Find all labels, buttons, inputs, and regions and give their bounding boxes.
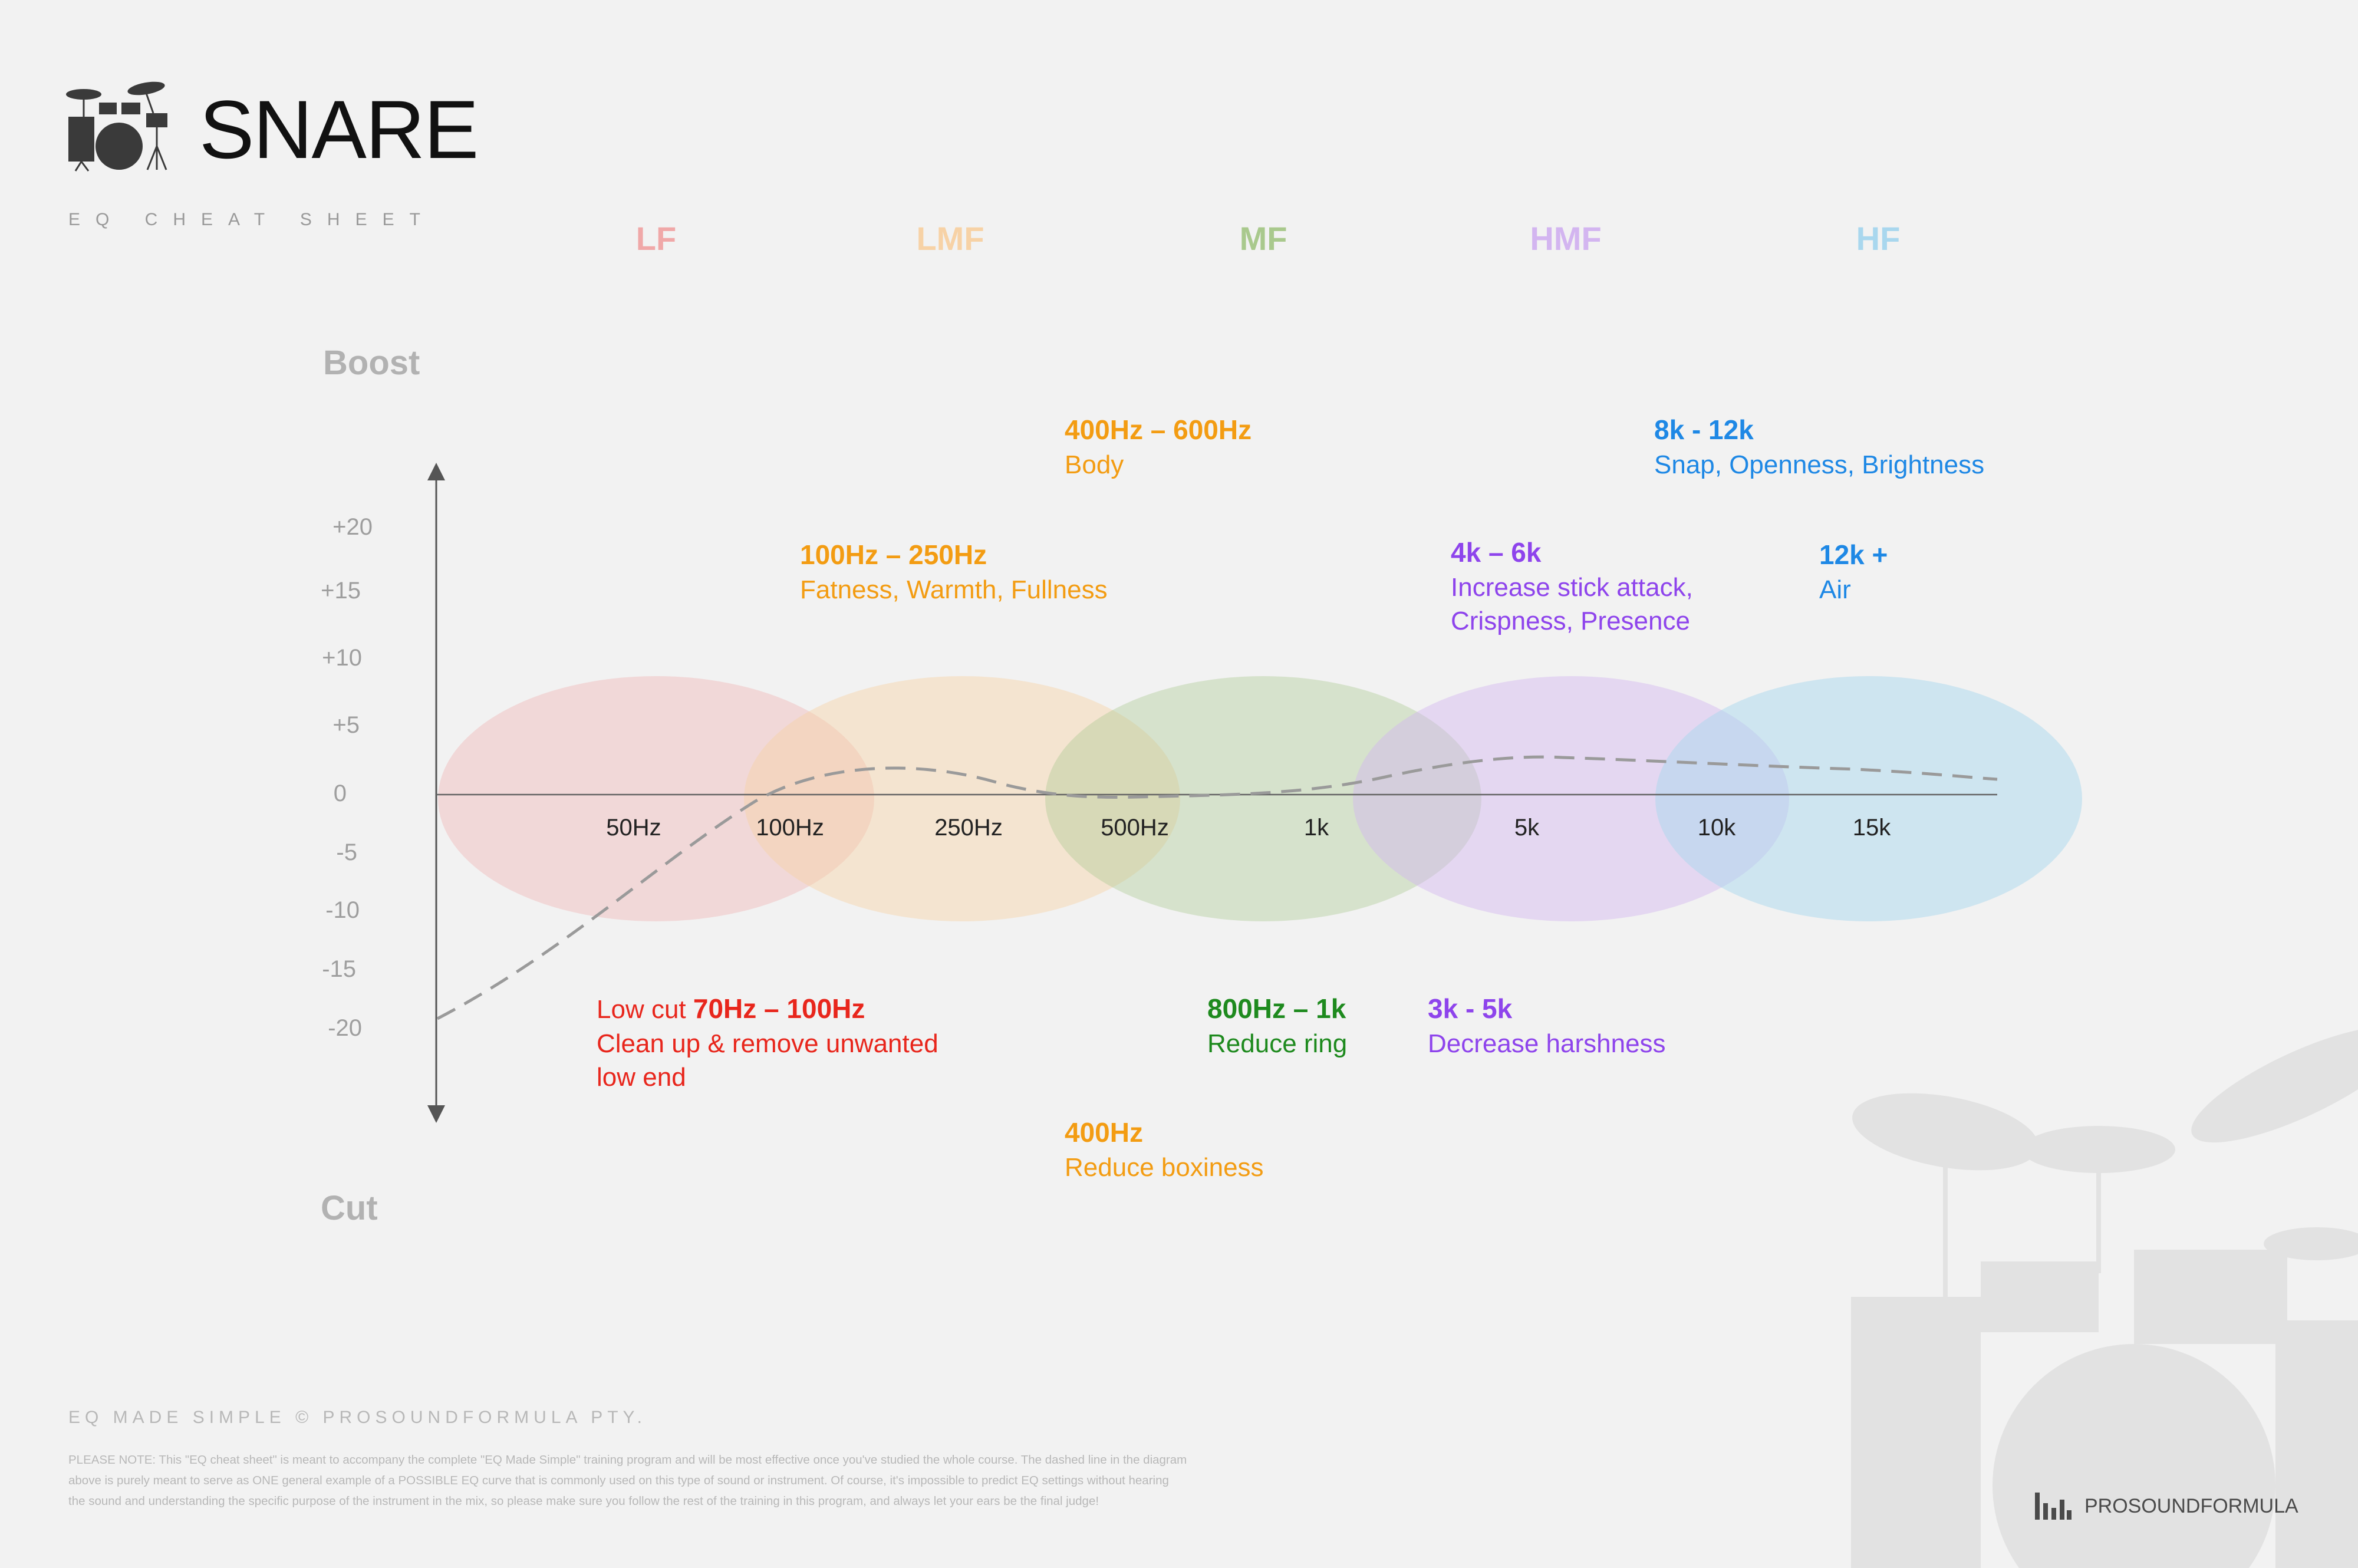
x-tick: 10k — [1697, 815, 1736, 841]
y-tick: +20 — [332, 514, 373, 540]
eq-curve — [436, 755, 1998, 1020]
band-ellipse-mf — [1045, 676, 1481, 921]
band-ellipses — [438, 676, 2082, 921]
annotation-desc: Body — [1065, 450, 1124, 479]
y-tick: -20 — [328, 1015, 362, 1041]
band-ellipse-lmf — [744, 676, 1180, 921]
annotation-low-cut: Low cut 70Hz – 100Hz Clean up & remove u… — [597, 991, 938, 1094]
annotation-body: 400Hz – 600Hz Body — [1065, 413, 1252, 482]
brand: PROSOUNDFORMULA — [2035, 1493, 2298, 1520]
annotation-desc: Increase stick attack, — [1451, 572, 1693, 602]
annotation-range: 4k – 6k — [1451, 537, 1542, 568]
annotation-desc: low end — [597, 1062, 686, 1092]
footer-note: PLEASE NOTE: This "EQ cheat sheet" is me… — [68, 1453, 1187, 1508]
annotation-desc: Snap, Openness, Brightness — [1654, 450, 1985, 479]
annotation-desc: Crispness, Presence — [1451, 606, 1690, 635]
annotation-range: 400Hz — [1065, 1117, 1143, 1148]
drum-kit-watermark — [1851, 1026, 2358, 1568]
annotation-fatness: 100Hz – 250Hz Fatness, Warmth, Fullness — [800, 538, 1108, 607]
x-tick: 250Hz — [934, 815, 1003, 841]
x-tick: 500Hz — [1101, 815, 1169, 841]
drum-kit-icon — [66, 81, 167, 172]
annotation-desc: Decrease harshness — [1428, 1029, 1666, 1058]
annotation-range: 400Hz – 600Hz — [1065, 414, 1252, 445]
y-tick: -5 — [336, 839, 357, 865]
boost-label: Boost — [323, 344, 420, 382]
annotation-air: 12k + Air — [1819, 538, 1888, 607]
band-label-hmf: HMF — [1530, 220, 1602, 257]
band-label-lf: LF — [635, 220, 677, 257]
band-label-mf: MF — [1239, 220, 1287, 257]
x-tick: 1k — [1303, 815, 1329, 841]
footer-credit: EQ MADE SIMPLE © PROSOUNDFORMULA PTY. — [68, 1408, 647, 1427]
brand-name: PROSOUNDFORMULA — [2084, 1494, 2298, 1517]
annotation-ring: 800Hz – 1k Reduce ring — [1207, 991, 1347, 1060]
band-ellipse-hf — [1655, 676, 2082, 921]
band-label-lmf: LMF — [916, 220, 984, 257]
annotation-desc: Reduce ring — [1207, 1029, 1348, 1058]
annotation-range: 800Hz – 1k — [1207, 993, 1346, 1024]
annotation-snap: 8k - 12k Snap, Openness, Brightness — [1654, 413, 1984, 482]
x-tick: 50Hz — [606, 815, 661, 841]
y-tick: -10 — [325, 897, 360, 923]
y-tick: -15 — [322, 956, 356, 982]
annotation-desc: Reduce boxiness — [1065, 1152, 1264, 1182]
x-tick: 5k — [1514, 815, 1540, 841]
page-title: SNARE — [199, 83, 479, 176]
annotation-boxiness: 400Hz Reduce boxiness — [1065, 1115, 1264, 1184]
annotation-desc: Fatness, Warmth, Fullness — [800, 575, 1108, 604]
y-tick: 0 — [333, 780, 347, 806]
y-tick: +15 — [321, 578, 361, 604]
brand-logo-icon — [2035, 1493, 2072, 1520]
band-label-hf: HF — [1856, 220, 1901, 257]
annotation-range: 8k - 12k — [1654, 414, 1754, 445]
y-tick: +10 — [322, 645, 362, 671]
band-ellipse-lf — [438, 676, 874, 921]
annotation-harshness: 3k - 5k Decrease harshness — [1428, 991, 1666, 1060]
annotation-range-line: Low cut 70Hz – 100Hz — [597, 991, 938, 1027]
annotation-range: 70Hz – 100Hz — [693, 993, 865, 1024]
annotation-range: 100Hz – 250Hz — [800, 539, 987, 570]
y-tick: +5 — [332, 712, 360, 738]
page-subtitle: EQ CHEAT SHEET — [68, 210, 436, 229]
annotation-desc: Air — [1819, 575, 1851, 604]
x-tick: 100Hz — [756, 815, 824, 841]
x-tick: 15k — [1852, 815, 1891, 841]
annotation-desc: Clean up & remove unwanted — [597, 1029, 938, 1058]
annotation-range: 12k + — [1819, 539, 1888, 570]
annotation-range: 3k - 5k — [1428, 993, 1513, 1024]
cut-label: Cut — [321, 1189, 378, 1227]
band-ellipse-hmf — [1353, 676, 1789, 921]
annotation-prefix: Low cut — [597, 995, 693, 1024]
annotation-stick-attack: 4k – 6k Increase stick attack, Crispness… — [1451, 535, 1693, 638]
